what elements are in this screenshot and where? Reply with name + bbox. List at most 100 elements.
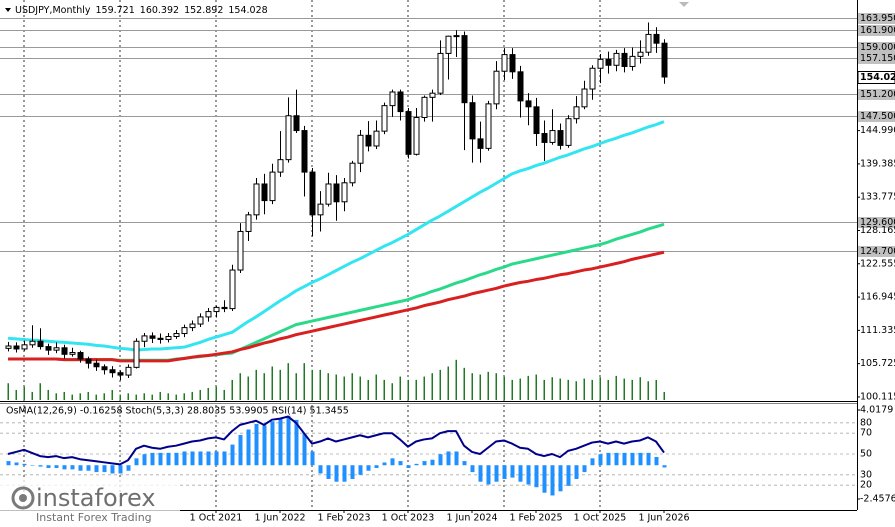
candle-body [285, 115, 292, 161]
candle-body [493, 70, 500, 105]
candle-body [93, 362, 100, 368]
osma-bar [422, 461, 427, 466]
volume-bar [271, 366, 273, 400]
osma-bar [302, 433, 307, 466]
rsi-level-label: 70 [860, 428, 872, 439]
osma-bar [190, 451, 195, 466]
volume-bar [647, 381, 649, 400]
osma-bar [502, 465, 507, 479]
osma-bar [630, 452, 635, 466]
candle-body [525, 100, 532, 108]
candle-body [421, 96, 428, 119]
indicator-pane [0, 415, 857, 496]
osma-bar [454, 451, 459, 466]
volume-bar [487, 371, 489, 400]
header-value: 152.892 [184, 5, 223, 16]
candle-body [517, 71, 524, 102]
y-tick-label: 139.385 [860, 158, 895, 169]
osma-bar [14, 462, 19, 466]
candle-body [645, 33, 652, 53]
current-price: 154.028 [860, 72, 895, 83]
osma-bar [110, 465, 115, 474]
volume-bar [23, 386, 25, 400]
volume-bar [215, 386, 217, 400]
candle-body [357, 134, 364, 164]
osma-bar [406, 465, 411, 468]
osma-bar [438, 454, 443, 466]
level-label-bg [858, 25, 895, 36]
y-tick-label: 144.990 [860, 125, 895, 136]
osma-bar [246, 429, 251, 466]
candle-body [461, 35, 468, 104]
volume-bar [591, 379, 593, 400]
y-tick-label: 116.945 [860, 292, 895, 303]
candle-body [589, 67, 596, 90]
volume-bar [175, 394, 177, 400]
axes: 163.950161.900 159.000157.150 151.200 147.5… [190, 13, 895, 524]
candle-body [213, 306, 220, 313]
candle-body [405, 111, 412, 155]
volume-bar [551, 377, 553, 400]
osma-bar [462, 461, 467, 466]
volume-bar [319, 369, 321, 400]
candle-body [277, 159, 284, 173]
osma-bar [278, 418, 283, 466]
volume-bar [15, 389, 17, 400]
osma-bar [158, 452, 163, 466]
dropdown-icon [5, 8, 11, 12]
candle-body [397, 91, 404, 113]
osma-bar [494, 465, 499, 482]
level-label: 151.200 [860, 89, 895, 100]
osma-bar [166, 452, 171, 466]
volume-bar [159, 391, 161, 400]
candle-body [61, 347, 68, 355]
volume-bar [303, 363, 305, 400]
osma-bar [182, 451, 187, 466]
volume-bar [663, 391, 665, 400]
volume-bar [143, 393, 145, 400]
volume-bar [375, 374, 377, 400]
candle-body [117, 372, 124, 376]
logo-icon-core [19, 494, 27, 502]
volume-bar [655, 379, 657, 400]
candle-body [373, 130, 380, 147]
osma-bar [342, 465, 347, 482]
level-label-bg [858, 42, 895, 53]
rsi-level-label: 50 [860, 449, 872, 460]
osma-bar [550, 465, 555, 496]
osma-bar [326, 465, 331, 479]
candle-body [77, 352, 84, 360]
volume-bar [151, 394, 153, 400]
candle-body [621, 52, 628, 67]
candle-body [477, 138, 484, 149]
candle-body [101, 366, 108, 371]
candle-body [557, 130, 564, 146]
volume-bar [71, 394, 73, 400]
osma-bar [526, 465, 531, 485]
level-label: 157.150 [860, 53, 895, 64]
osma-bar [470, 465, 475, 473]
candle-body [133, 340, 140, 368]
volume-bar [279, 369, 281, 400]
candle-body [245, 214, 252, 232]
candle-body [301, 130, 308, 173]
osma-bar [366, 465, 371, 471]
volume-bar [95, 394, 97, 400]
osma-bar [142, 454, 147, 466]
level-label-bg [858, 111, 895, 122]
candle-body [413, 117, 420, 155]
volume-bar [7, 383, 9, 400]
volume-bar [39, 383, 41, 400]
osma-bar [230, 444, 235, 466]
osma-bar [318, 465, 323, 474]
candle-body [197, 316, 204, 325]
candle-body [605, 58, 612, 66]
osma-bar [62, 465, 67, 470]
candle-body [85, 358, 92, 364]
header-value: 159.721 [95, 5, 134, 16]
volume-bar [527, 375, 529, 400]
volume-bar [431, 373, 433, 400]
candle-body [205, 311, 212, 318]
osma-bar [262, 425, 267, 466]
